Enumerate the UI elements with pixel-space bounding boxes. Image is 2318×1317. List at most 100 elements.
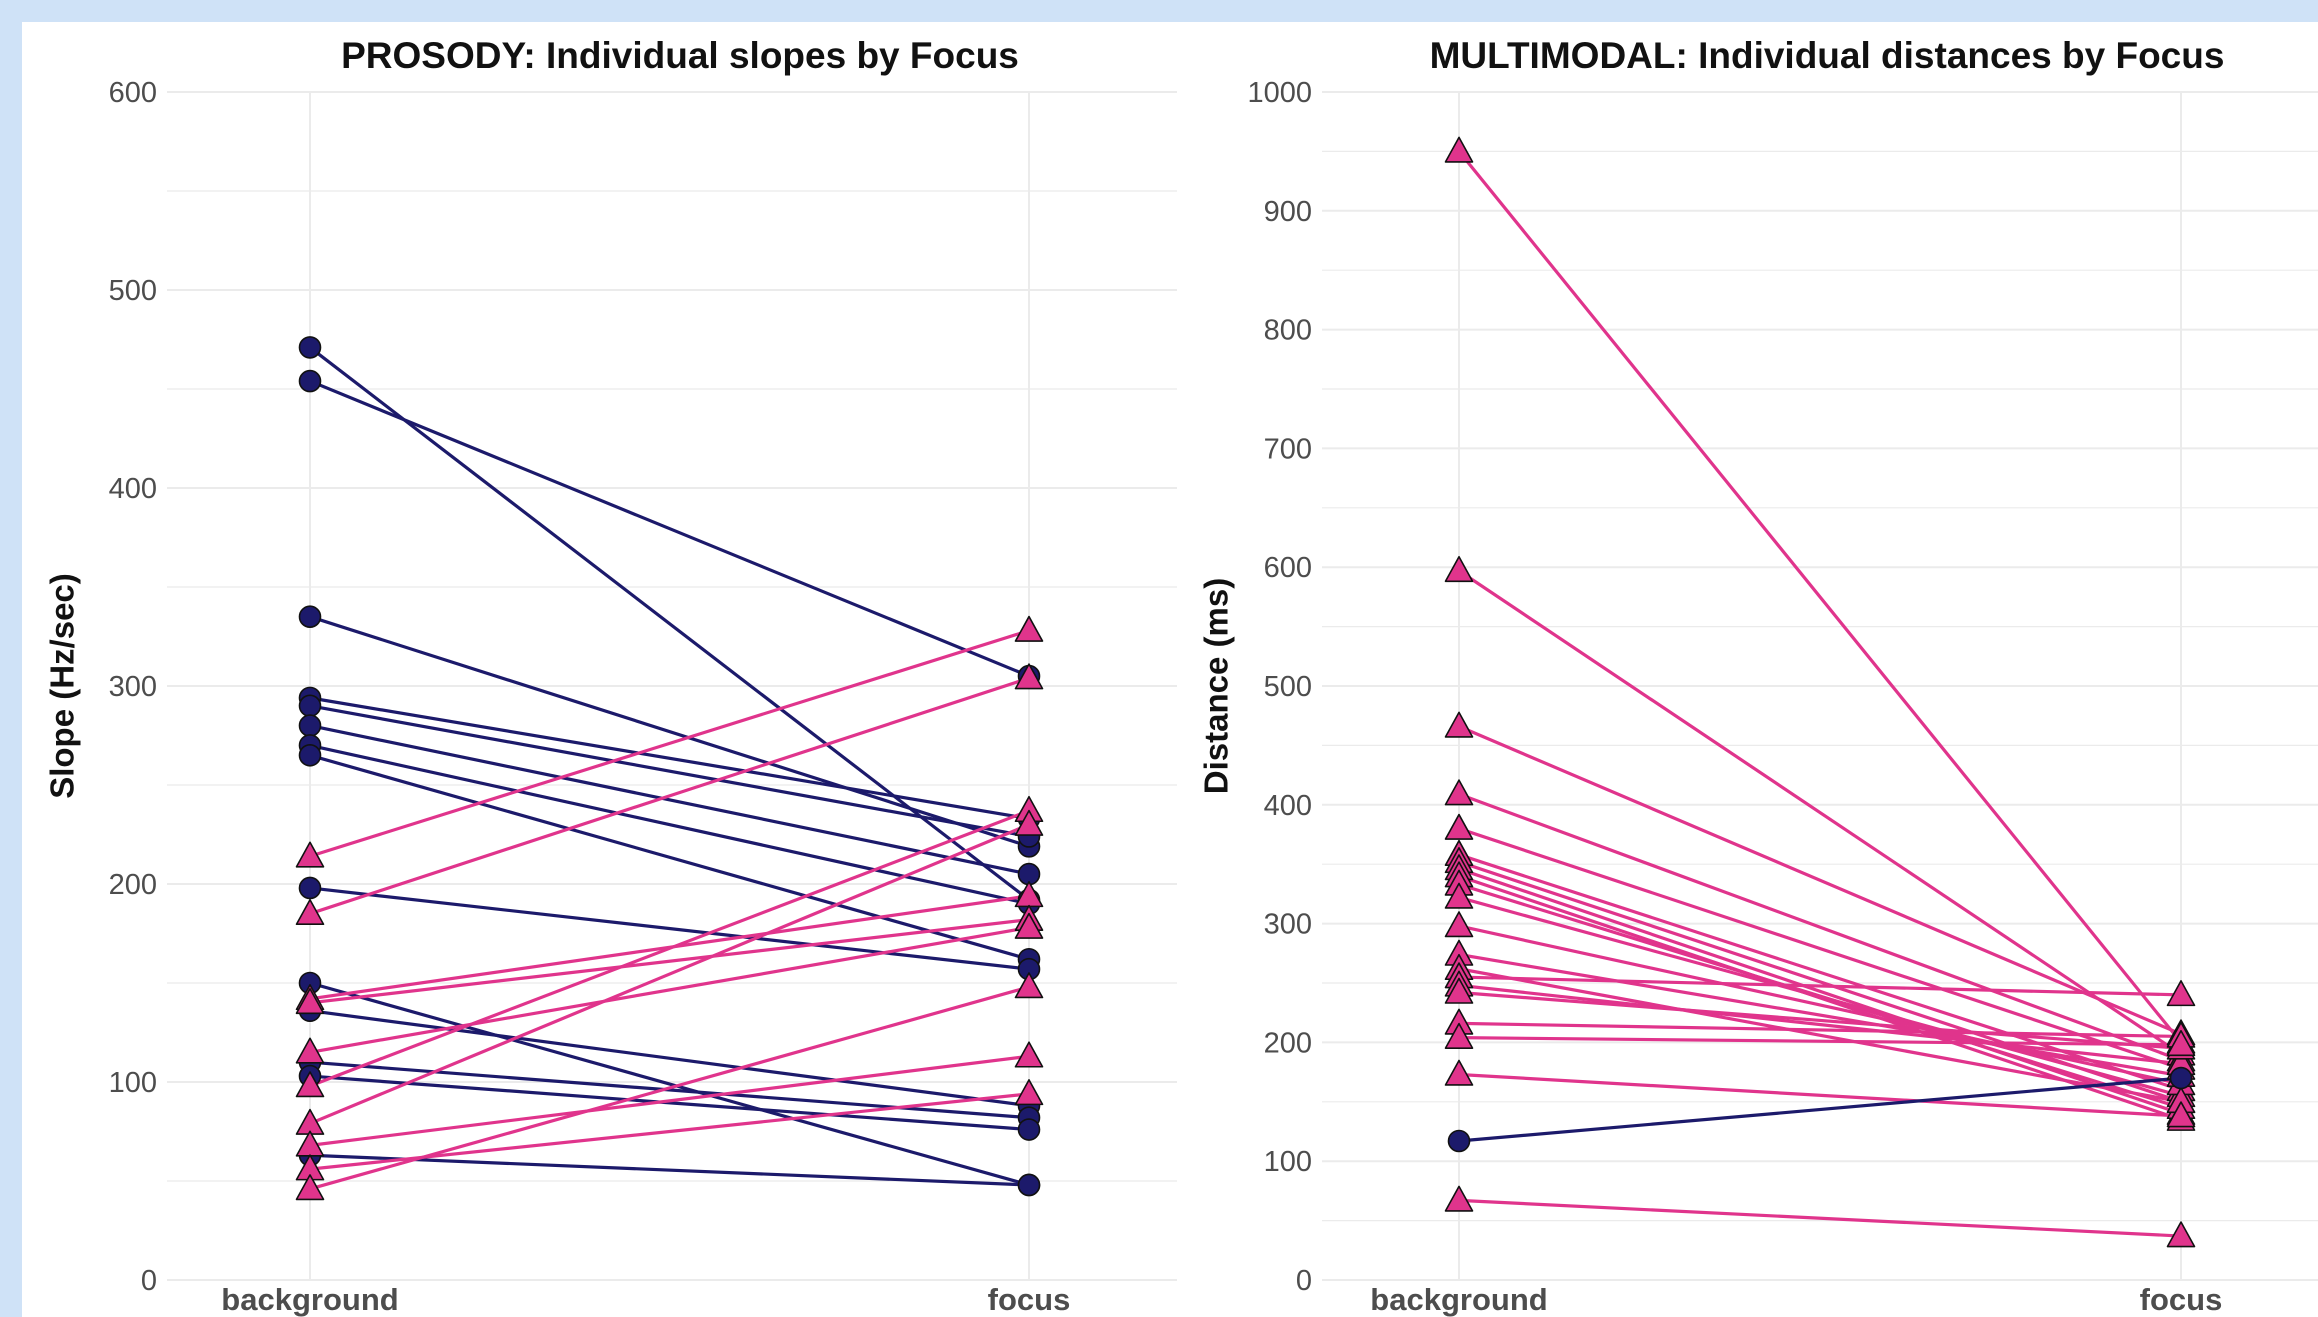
y-tick-label: 500 [1264, 671, 1312, 703]
data-point-circle-21-0 [1447, 1129, 1471, 1153]
series-line-17 [309, 918, 1030, 1005]
data-point-triangle-17-0 [295, 987, 325, 1015]
y-tick-label: 100 [1264, 1146, 1312, 1178]
series-line-1 [1458, 569, 2182, 1056]
data-point-triangle-20-0 [1444, 1185, 1474, 1212]
y-tick-label: 600 [109, 77, 157, 109]
data-point-triangle-18-1 [1014, 912, 1044, 939]
data-point-triangle-23-0 [295, 1174, 325, 1201]
series-line-19 [1458, 1072, 2182, 1118]
series-line-16 [1458, 990, 2182, 1050]
data-point-triangle-23-1 [1014, 972, 1044, 999]
series-line-10 [1458, 895, 2182, 1098]
data-point-circle-7-0 [298, 743, 322, 767]
series-line-0 [1457, 150, 2183, 1044]
series-line-11 [1458, 924, 2182, 1086]
data-point-triangle-18-1 [2166, 1029, 2196, 1057]
series-line-15 [1458, 983, 2182, 1066]
data-point-circle-12-1 [1017, 1118, 1041, 1141]
series-line-10 [309, 1009, 1030, 1108]
figure-canvas: 0 100 200 300 400 500 600 background focus PROSOD… [44, 35, 2318, 1317]
data-point-triangle-10-0 [1444, 882, 1474, 909]
data-point-triangle-16-0 [1444, 977, 1474, 1004]
series-line-2 [1458, 724, 2182, 1036]
data-point-circle-1-0 [298, 369, 322, 393]
series-line-17 [1458, 1021, 2182, 1039]
series-line-21 [1458, 1076, 2182, 1143]
series-lines [1457, 150, 2183, 1238]
data-point-circle-0-0 [298, 336, 322, 359]
figure-frame: 0 100 200 300 400 500 600 background focus PROSOD… [22, 22, 2318, 1317]
series-line-18 [309, 925, 1030, 1054]
data-point-triangle-22-1 [1014, 1079, 1044, 1106]
y-tick-label: 400 [109, 473, 157, 505]
data-point-triangle-20-1 [2166, 1221, 2196, 1248]
x-tick-label-focus: focus [2140, 1282, 2223, 1317]
series-line-23 [309, 985, 1030, 1191]
data-point-triangle-15-0 [295, 898, 325, 926]
series-line-12 [309, 1074, 1030, 1132]
series-line-19 [309, 809, 1030, 1088]
series-points [295, 336, 1044, 1201]
y-tick-label: 900 [1264, 196, 1312, 228]
y-tick-label: 0 [141, 1265, 157, 1297]
series-lines [309, 346, 1030, 1191]
multimodal-distance-chart: 0 100 200 300 400 500 600 700 800 900 1000 backgrou… [1198, 35, 2318, 1317]
data-point-circle-13-1 [1017, 1173, 1041, 1197]
y-tick-label: 500 [109, 275, 157, 307]
x-tick-label-background: background [1370, 1282, 1547, 1317]
data-point-triangle-15-1 [1014, 663, 1044, 690]
y-tick-label: 300 [109, 671, 157, 703]
y-axis-label: Slope (Hz/sec) [44, 573, 81, 799]
y-tick-label: 800 [1264, 315, 1312, 347]
series-line-20 [1458, 1198, 2182, 1238]
data-point-circle-5-0 [298, 714, 322, 737]
y-tick-label: 400 [1264, 790, 1312, 822]
series-line-18 [1458, 1036, 2182, 1047]
x-tick-label-background: background [221, 1282, 398, 1317]
y-tick-label: 0 [1296, 1265, 1312, 1297]
series-line-13 [1458, 967, 2182, 1104]
data-point-triangle-3-0 [1444, 779, 1474, 806]
data-point-circle-21-1 [2169, 1066, 2193, 1090]
data-point-triangle-19-0 [295, 1071, 325, 1098]
series-line-7 [309, 753, 1030, 961]
series-line-3 [309, 696, 1030, 821]
series-line-9 [309, 981, 1030, 1187]
series-line-2 [309, 615, 1030, 848]
y-tick-label: 600 [1264, 552, 1312, 584]
series-line-6 [309, 743, 1030, 906]
y-tick-label: 1000 [1247, 77, 1312, 109]
data-point-triangle-11-0 [1444, 911, 1474, 938]
data-point-triangle-18-0 [1444, 1022, 1474, 1049]
data-point-triangle-14-1 [2166, 980, 2196, 1007]
series-line-14 [309, 629, 1030, 858]
y-axis-label: Distance (ms) [1198, 578, 1235, 794]
series-points [1444, 136, 2196, 1248]
y-tick-label: 100 [109, 1067, 157, 1099]
data-point-triangle-20-0 [295, 1108, 325, 1135]
series-line-4 [309, 704, 1030, 839]
data-point-triangle-0-0 [1444, 136, 1474, 163]
y-tick-label: 200 [1264, 1027, 1312, 1059]
x-tick-label-focus: focus [988, 1282, 1071, 1317]
series-line-5 [309, 724, 1030, 876]
data-point-triangle-19-1 [2166, 1101, 2196, 1128]
data-point-triangle-4-0 [1444, 813, 1474, 840]
series-line-20 [309, 823, 1030, 1126]
y-tick-label: 300 [1264, 909, 1312, 941]
series-line-7 [1458, 867, 2182, 1116]
series-line-12 [1458, 952, 2182, 1078]
series-line-14 [1458, 975, 2182, 997]
data-point-circle-8-0 [298, 876, 322, 900]
data-point-triangle-20-1 [1014, 809, 1044, 836]
data-point-triangle-18-0 [295, 1037, 325, 1064]
series-line-4 [1458, 827, 2182, 1071]
data-point-triangle-14-0 [295, 841, 325, 868]
data-point-circle-4-0 [298, 694, 322, 718]
series-line-1 [309, 379, 1030, 678]
chart-title: MULTIMODAL: Individual distances by Focu… [1430, 35, 2225, 76]
series-line-21 [309, 1054, 1030, 1147]
data-point-triangle-1-0 [1444, 555, 1474, 583]
grid-lines [1322, 91, 2318, 1281]
